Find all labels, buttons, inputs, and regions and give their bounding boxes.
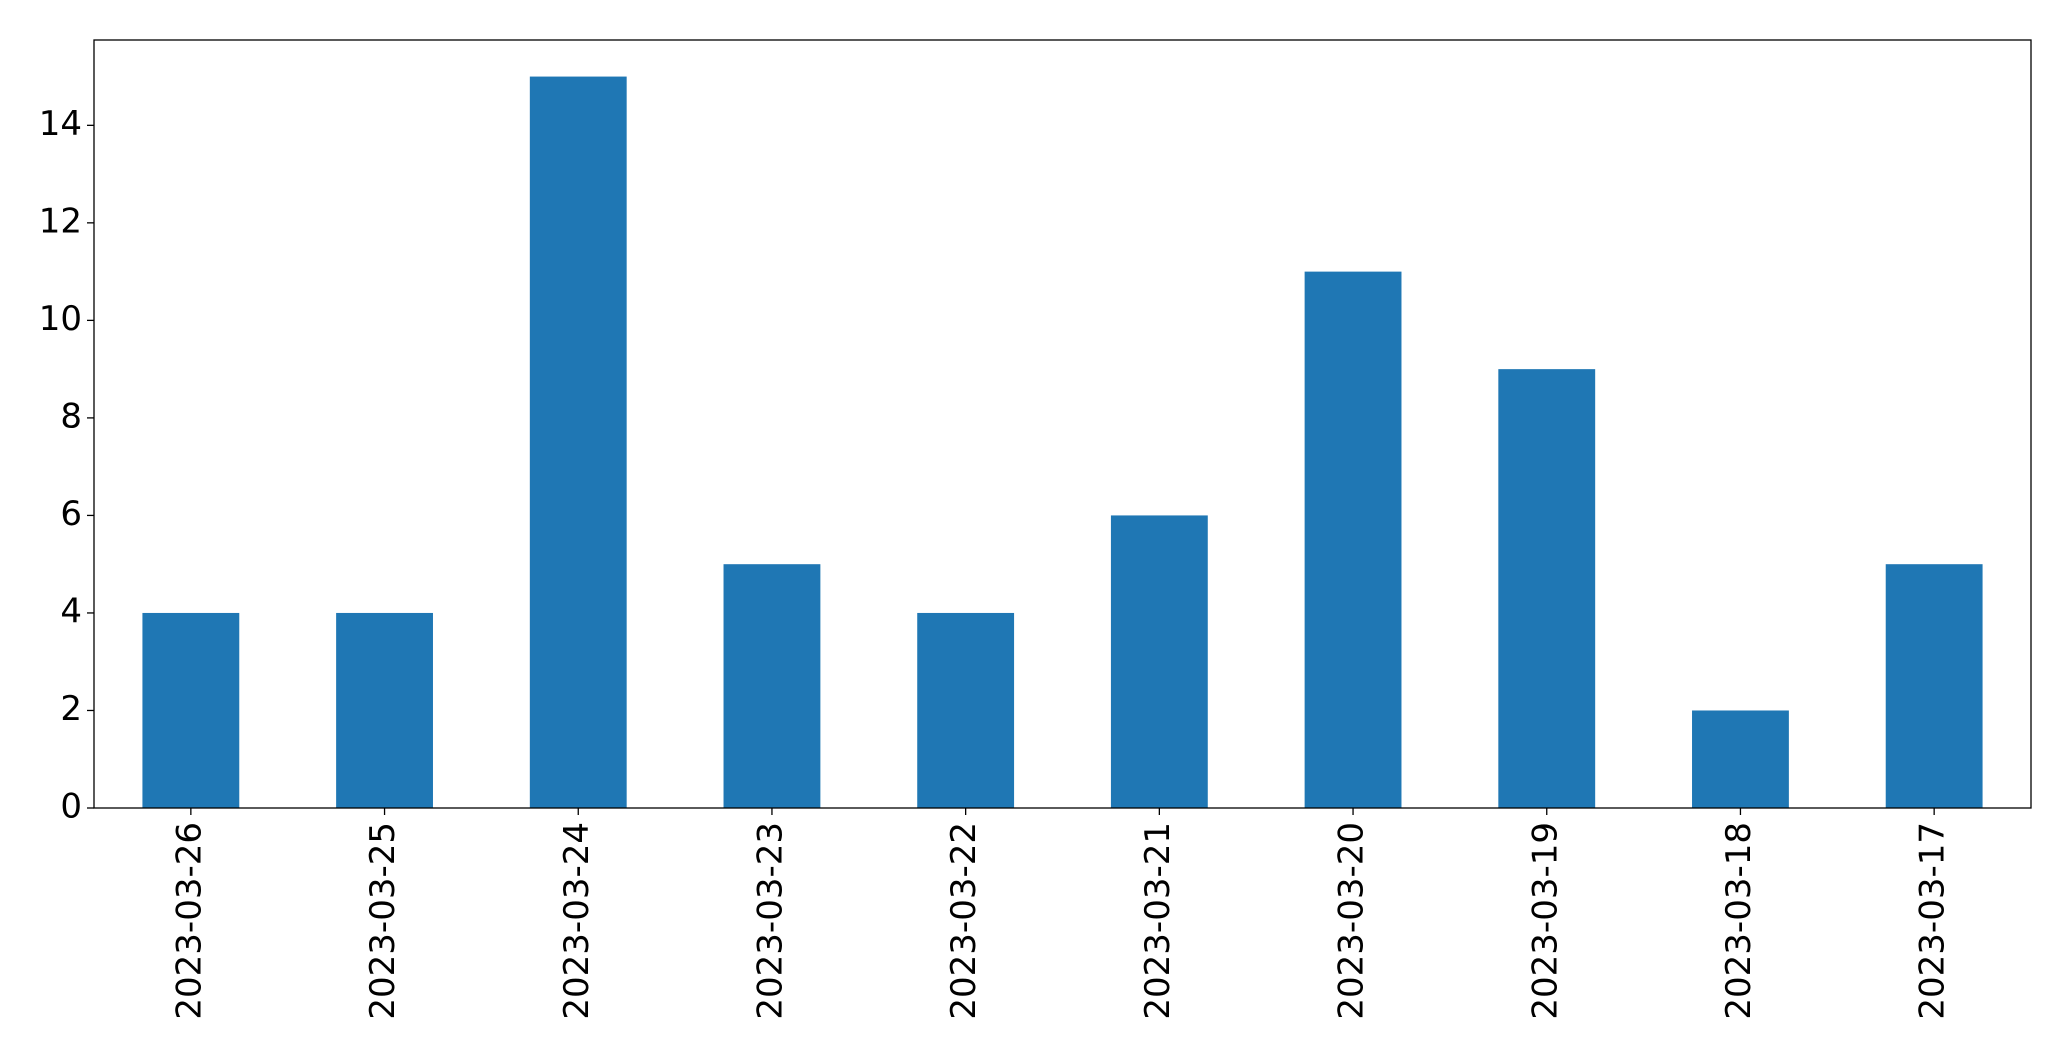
bar <box>142 612 240 808</box>
x-tick-label: 2023-03-19 <box>1525 822 1565 1020</box>
x-tick-label: 2023-03-22 <box>944 822 984 1020</box>
y-tick-label: 4 <box>60 591 82 631</box>
y-tick-label: 12 <box>39 201 82 241</box>
bar <box>336 612 433 808</box>
x-tick-label: 2023-03-18 <box>1719 822 1759 1020</box>
x-tick-label: 2023-03-21 <box>1138 822 1178 1020</box>
bar <box>1692 710 1789 808</box>
y-tick-label: 6 <box>60 494 82 534</box>
x-tick-label: 2023-03-20 <box>1332 822 1372 1020</box>
x-tick-label: 2023-03-26 <box>169 822 209 1020</box>
y-tick-label: 8 <box>60 396 82 436</box>
y-tick-label: 14 <box>39 104 82 144</box>
plot-frame <box>93 39 2032 809</box>
bar <box>1304 271 1402 809</box>
bar <box>917 612 1015 808</box>
bar <box>1498 369 1596 808</box>
y-tick-label: 2 <box>60 689 82 729</box>
x-tick-label: 2023-03-24 <box>557 822 597 1020</box>
x-tick-label: 2023-03-23 <box>750 822 790 1020</box>
x-tick-label: 2023-03-25 <box>363 822 403 1020</box>
y-tick-label: 10 <box>39 299 82 339</box>
bar <box>723 564 821 808</box>
bar <box>529 76 627 809</box>
x-tick-label: 2023-03-17 <box>1913 822 1953 1020</box>
y-tick-label: 0 <box>60 787 82 827</box>
bar <box>1885 564 1983 808</box>
bar <box>1110 515 1208 808</box>
